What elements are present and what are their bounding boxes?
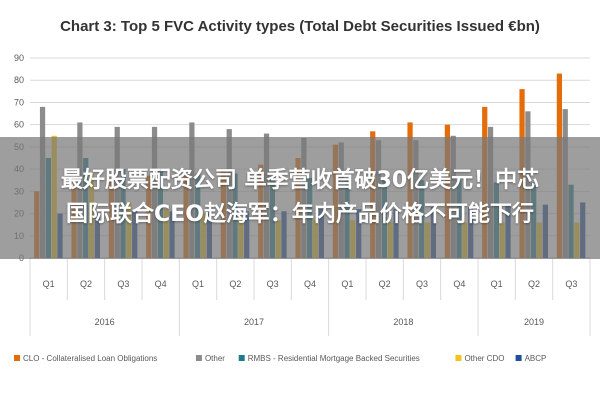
x-tick-label: Q1	[491, 279, 503, 289]
y-tick-label: 60	[14, 120, 24, 130]
x-tick-label: Q1	[43, 279, 55, 289]
y-tick-label: 70	[14, 97, 24, 107]
y-tick-label: 80	[14, 75, 24, 85]
x-tick-label: Q4	[155, 279, 167, 289]
x-tick-label: Q3	[117, 279, 129, 289]
x-tick-label: Q4	[304, 279, 316, 289]
x-tick-label: Q3	[416, 279, 428, 289]
x-tick-label: Q3	[565, 279, 577, 289]
chart-title: Chart 3: Top 5 FVC Activity types (Total…	[60, 18, 540, 35]
x-group-label: 2017	[244, 317, 264, 327]
x-tick-label: Q2	[379, 279, 391, 289]
legend-swatch-3	[455, 355, 462, 361]
legend-label-3: Other CDO	[464, 354, 504, 363]
legend-label-0: CLO - Collateralised Loan Obligations	[23, 354, 157, 363]
legend-swatch-0	[14, 355, 20, 361]
x-tick-label: Q2	[80, 279, 92, 289]
y-tick-label: 90	[14, 53, 24, 63]
overlay-headline-line-1: 最好股票配资公司 单季营收首破30亿美元！中芯	[60, 168, 540, 193]
overlay-banner: 最好股票配资公司 单季营收首破30亿美元！中芯 国际联合CEO赵海军：年内产品价…	[0, 137, 600, 259]
legend-label-2: RMBS - Residential Mortgage Backed Secur…	[248, 354, 420, 363]
legend-swatch-2	[238, 355, 245, 361]
legend-swatch-4	[515, 355, 522, 361]
x-group-label: 2016	[95, 317, 115, 327]
x-tick-label: Q2	[528, 279, 540, 289]
x-group-label: 2018	[393, 317, 413, 327]
x-tick-label: Q1	[341, 279, 353, 289]
overlay-headline-line-2: 国际联合CEO赵海军：年内产品价格不可能下行	[66, 202, 534, 227]
legend-label-4: ABCP	[525, 354, 547, 363]
legend-swatch-1	[195, 355, 202, 361]
x-tick-label: Q4	[453, 279, 465, 289]
legend-label-1: Other	[205, 354, 225, 363]
x-tick-label: Q3	[267, 279, 279, 289]
x-group-label: 2019	[524, 317, 544, 327]
x-tick-label: Q1	[192, 279, 204, 289]
x-tick-label: Q2	[229, 279, 241, 289]
